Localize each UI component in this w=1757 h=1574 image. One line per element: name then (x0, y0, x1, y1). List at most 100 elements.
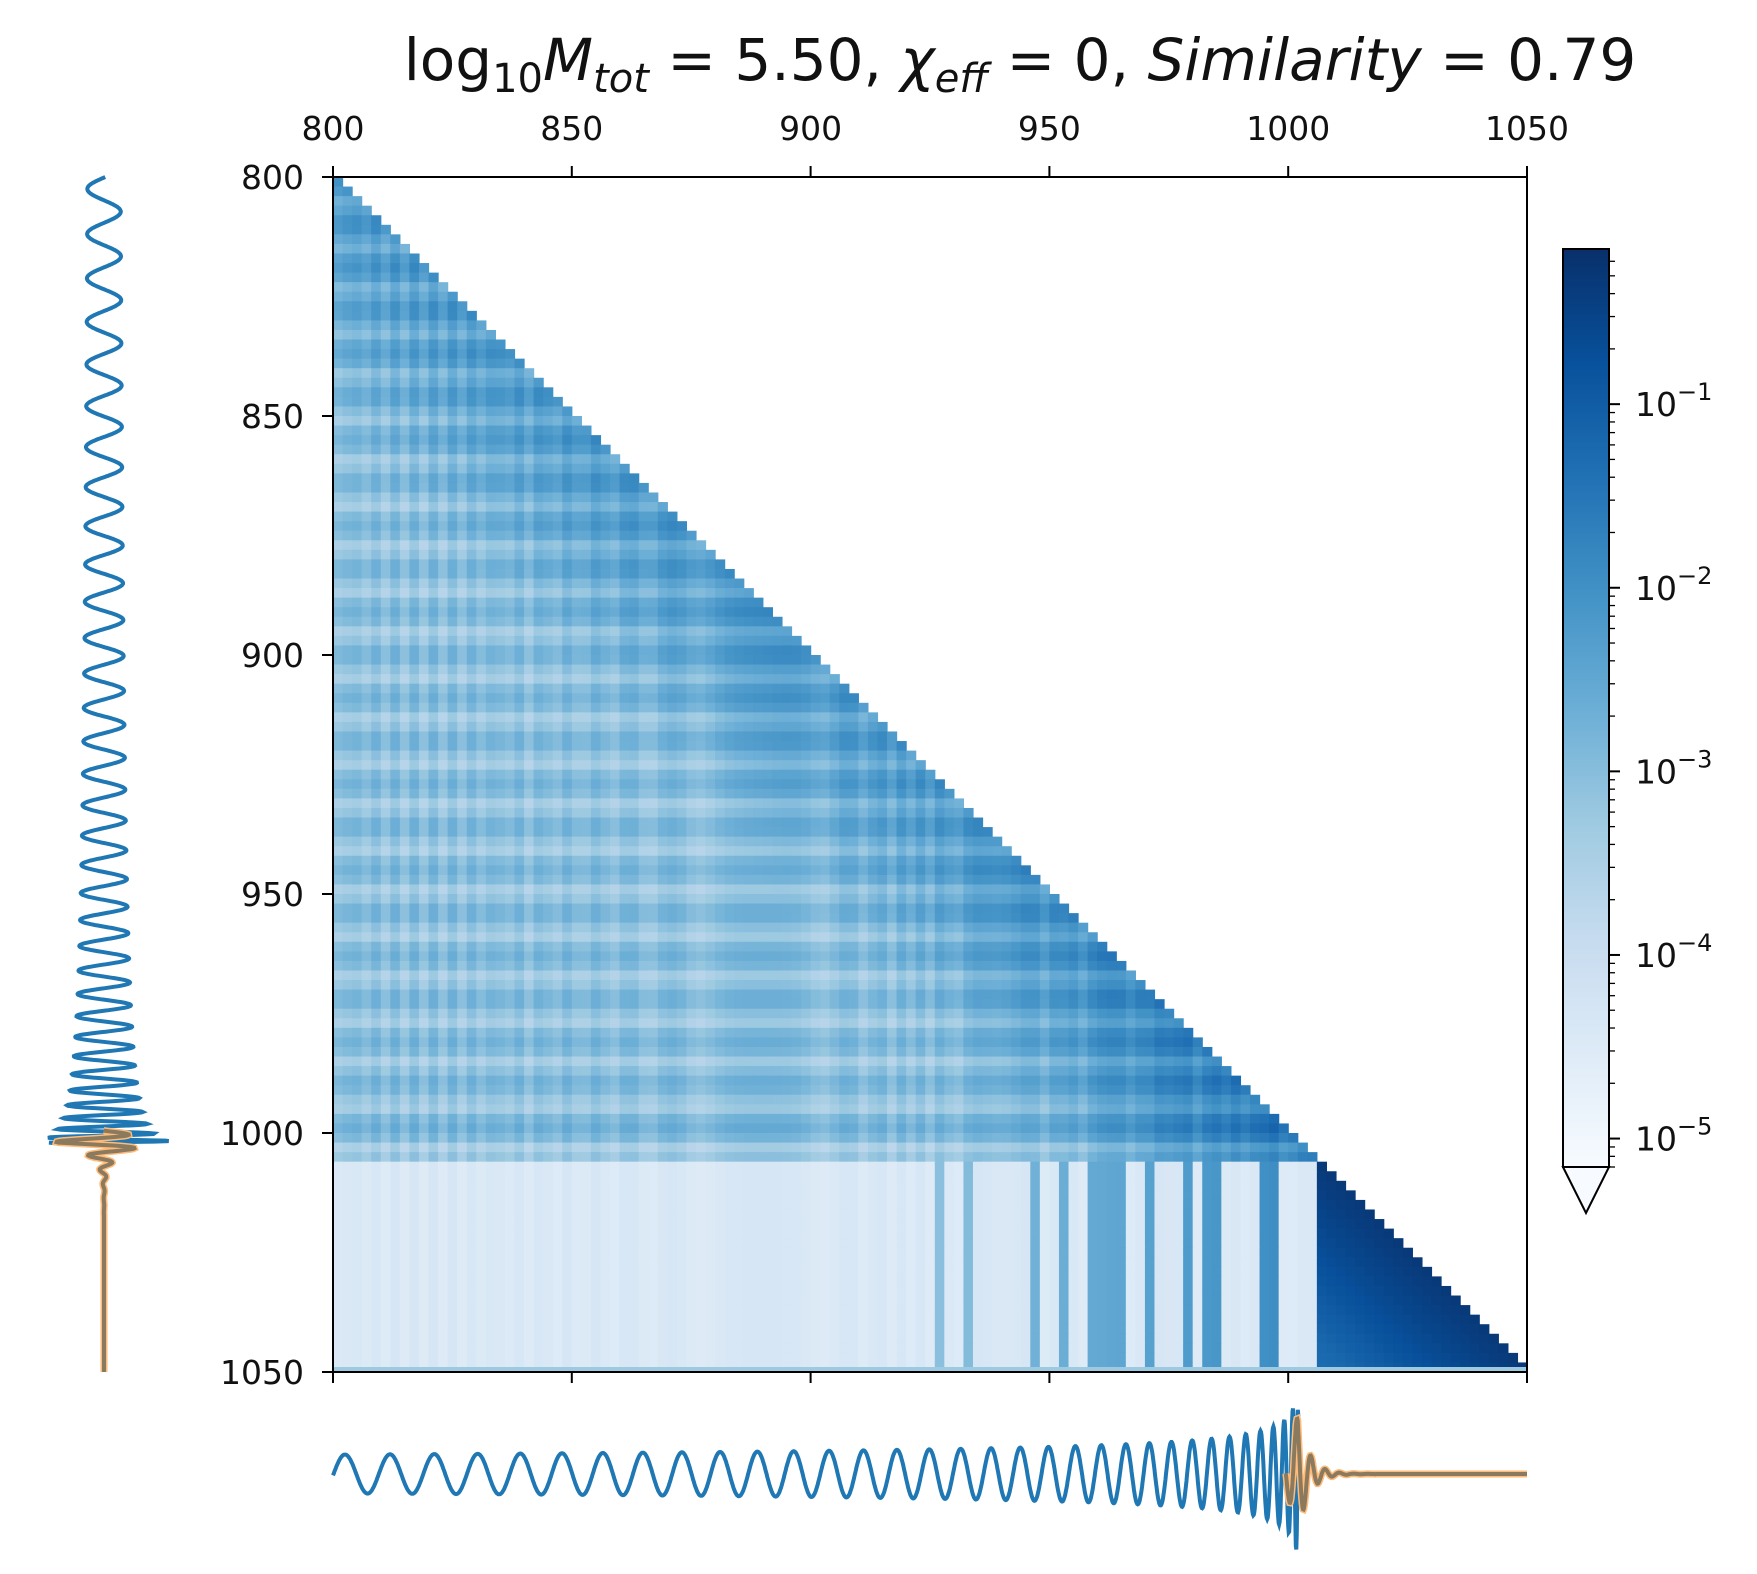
heatmap-cell (1011, 1018, 1022, 1029)
heatmap-cell (543, 779, 554, 790)
heatmap-cell (867, 999, 879, 1010)
heatmap-cell (887, 750, 898, 761)
heatmap-cell (638, 559, 649, 570)
heatmap-cell (820, 932, 831, 943)
heatmap-cell (953, 894, 965, 905)
heatmap-cell (1135, 980, 1146, 991)
heatmap-cell (543, 1046, 554, 1058)
heatmap-cell (801, 894, 812, 905)
heatmap-cell (705, 760, 716, 771)
heatmap-cell (495, 683, 506, 694)
heatmap-cell (581, 932, 592, 943)
heatmap-cell (352, 645, 363, 656)
heatmap-cell (371, 368, 382, 379)
heatmap-cell (495, 884, 506, 895)
heatmap-cell (1192, 1094, 1203, 1105)
heatmap-cell (629, 521, 640, 532)
heatmap-cell (552, 1113, 563, 1125)
heatmap-cell (514, 1104, 525, 1115)
heatmap-cell (552, 874, 563, 886)
heatmap-cell (829, 865, 840, 876)
heatmap-cell (972, 989, 984, 1000)
heatmap-cell (743, 588, 754, 599)
heatmap-cell (514, 645, 525, 656)
heatmap-cell (848, 1027, 859, 1038)
heatmap-cell (858, 1027, 869, 1038)
heatmap-cell (466, 310, 477, 321)
heatmap-cell (590, 588, 602, 599)
heatmap-cell (1078, 1066, 1089, 1077)
heatmap-cell (533, 1037, 544, 1048)
heatmap-cell (695, 951, 707, 962)
heatmap-cell (485, 396, 496, 408)
heatmap-cell (457, 1075, 468, 1086)
heatmap-cell (552, 989, 563, 1000)
heatmap-cell (466, 741, 477, 752)
heatmap-cell (715, 779, 726, 790)
heatmap-cell (686, 530, 697, 541)
heatmap-cell (533, 645, 544, 656)
heatmap-cell (801, 1008, 812, 1019)
heatmap-cell (715, 884, 726, 895)
heatmap-cell (552, 626, 563, 637)
heatmap-cell (1173, 1104, 1184, 1115)
heatmap-cell (972, 1075, 984, 1086)
heatmap-cell (686, 960, 697, 972)
heatmap-cell (753, 664, 764, 675)
heatmap-cell (724, 626, 735, 637)
heatmap-cell (638, 865, 649, 876)
heatmap-cell (438, 463, 449, 474)
heatmap-cell (772, 779, 783, 790)
heatmap-cell (638, 884, 649, 895)
heatmap-cell (896, 941, 907, 952)
heatmap-cell (399, 1008, 411, 1019)
heatmap-cell (734, 1075, 745, 1086)
heatmap-cell (428, 798, 439, 809)
heatmap-cell (820, 846, 831, 857)
heatmap-cell (829, 999, 840, 1010)
heatmap-cell (1001, 932, 1012, 943)
heatmap-cell (428, 693, 439, 704)
heatmap-cell (705, 1066, 716, 1077)
heatmap-cell (438, 913, 449, 924)
heatmap-cell (409, 731, 420, 742)
heatmap-cell (753, 1075, 764, 1086)
heatmap-cell (590, 922, 602, 933)
heatmap-cell (390, 635, 401, 647)
heatmap-cell (457, 626, 468, 637)
heatmap-cell (457, 368, 468, 379)
heatmap-cell (418, 482, 430, 494)
heatmap-cell (619, 635, 630, 647)
heatmap-cell (734, 855, 745, 866)
heatmap-cell (753, 807, 764, 819)
heatmap-cell (743, 1075, 754, 1086)
heatmap-cell (724, 913, 735, 924)
heatmap-cell (409, 999, 420, 1010)
heatmap-cell (667, 894, 678, 905)
heatmap-cell (524, 779, 535, 790)
heatmap-cell (409, 454, 420, 465)
heatmap-cell (418, 559, 430, 570)
heatmap-cell (858, 1066, 869, 1077)
heatmap-cell (428, 989, 439, 1000)
heatmap-cell (657, 1037, 668, 1048)
heatmap-cell (858, 798, 869, 809)
heatmap-cell (533, 626, 544, 637)
heatmap-cell (524, 798, 535, 809)
heatmap-cell (1039, 884, 1050, 895)
heatmap-cell (638, 1056, 649, 1067)
heatmap-cell (820, 683, 831, 694)
heatmap-cell (466, 377, 477, 388)
heatmap-cell (352, 798, 363, 809)
heatmap-cell (562, 559, 573, 570)
heatmap-cell (963, 951, 974, 962)
heatmap-cell (352, 1046, 363, 1058)
heatmap-cell (476, 444, 487, 455)
heatmap-cell (457, 922, 468, 933)
heatmap-cell (1049, 1075, 1060, 1086)
heatmap-cell (887, 922, 898, 933)
heatmap-cell (371, 731, 382, 742)
heatmap-cell (514, 588, 525, 599)
heatmap-cell (715, 970, 726, 981)
heatmap-cell (600, 645, 611, 656)
